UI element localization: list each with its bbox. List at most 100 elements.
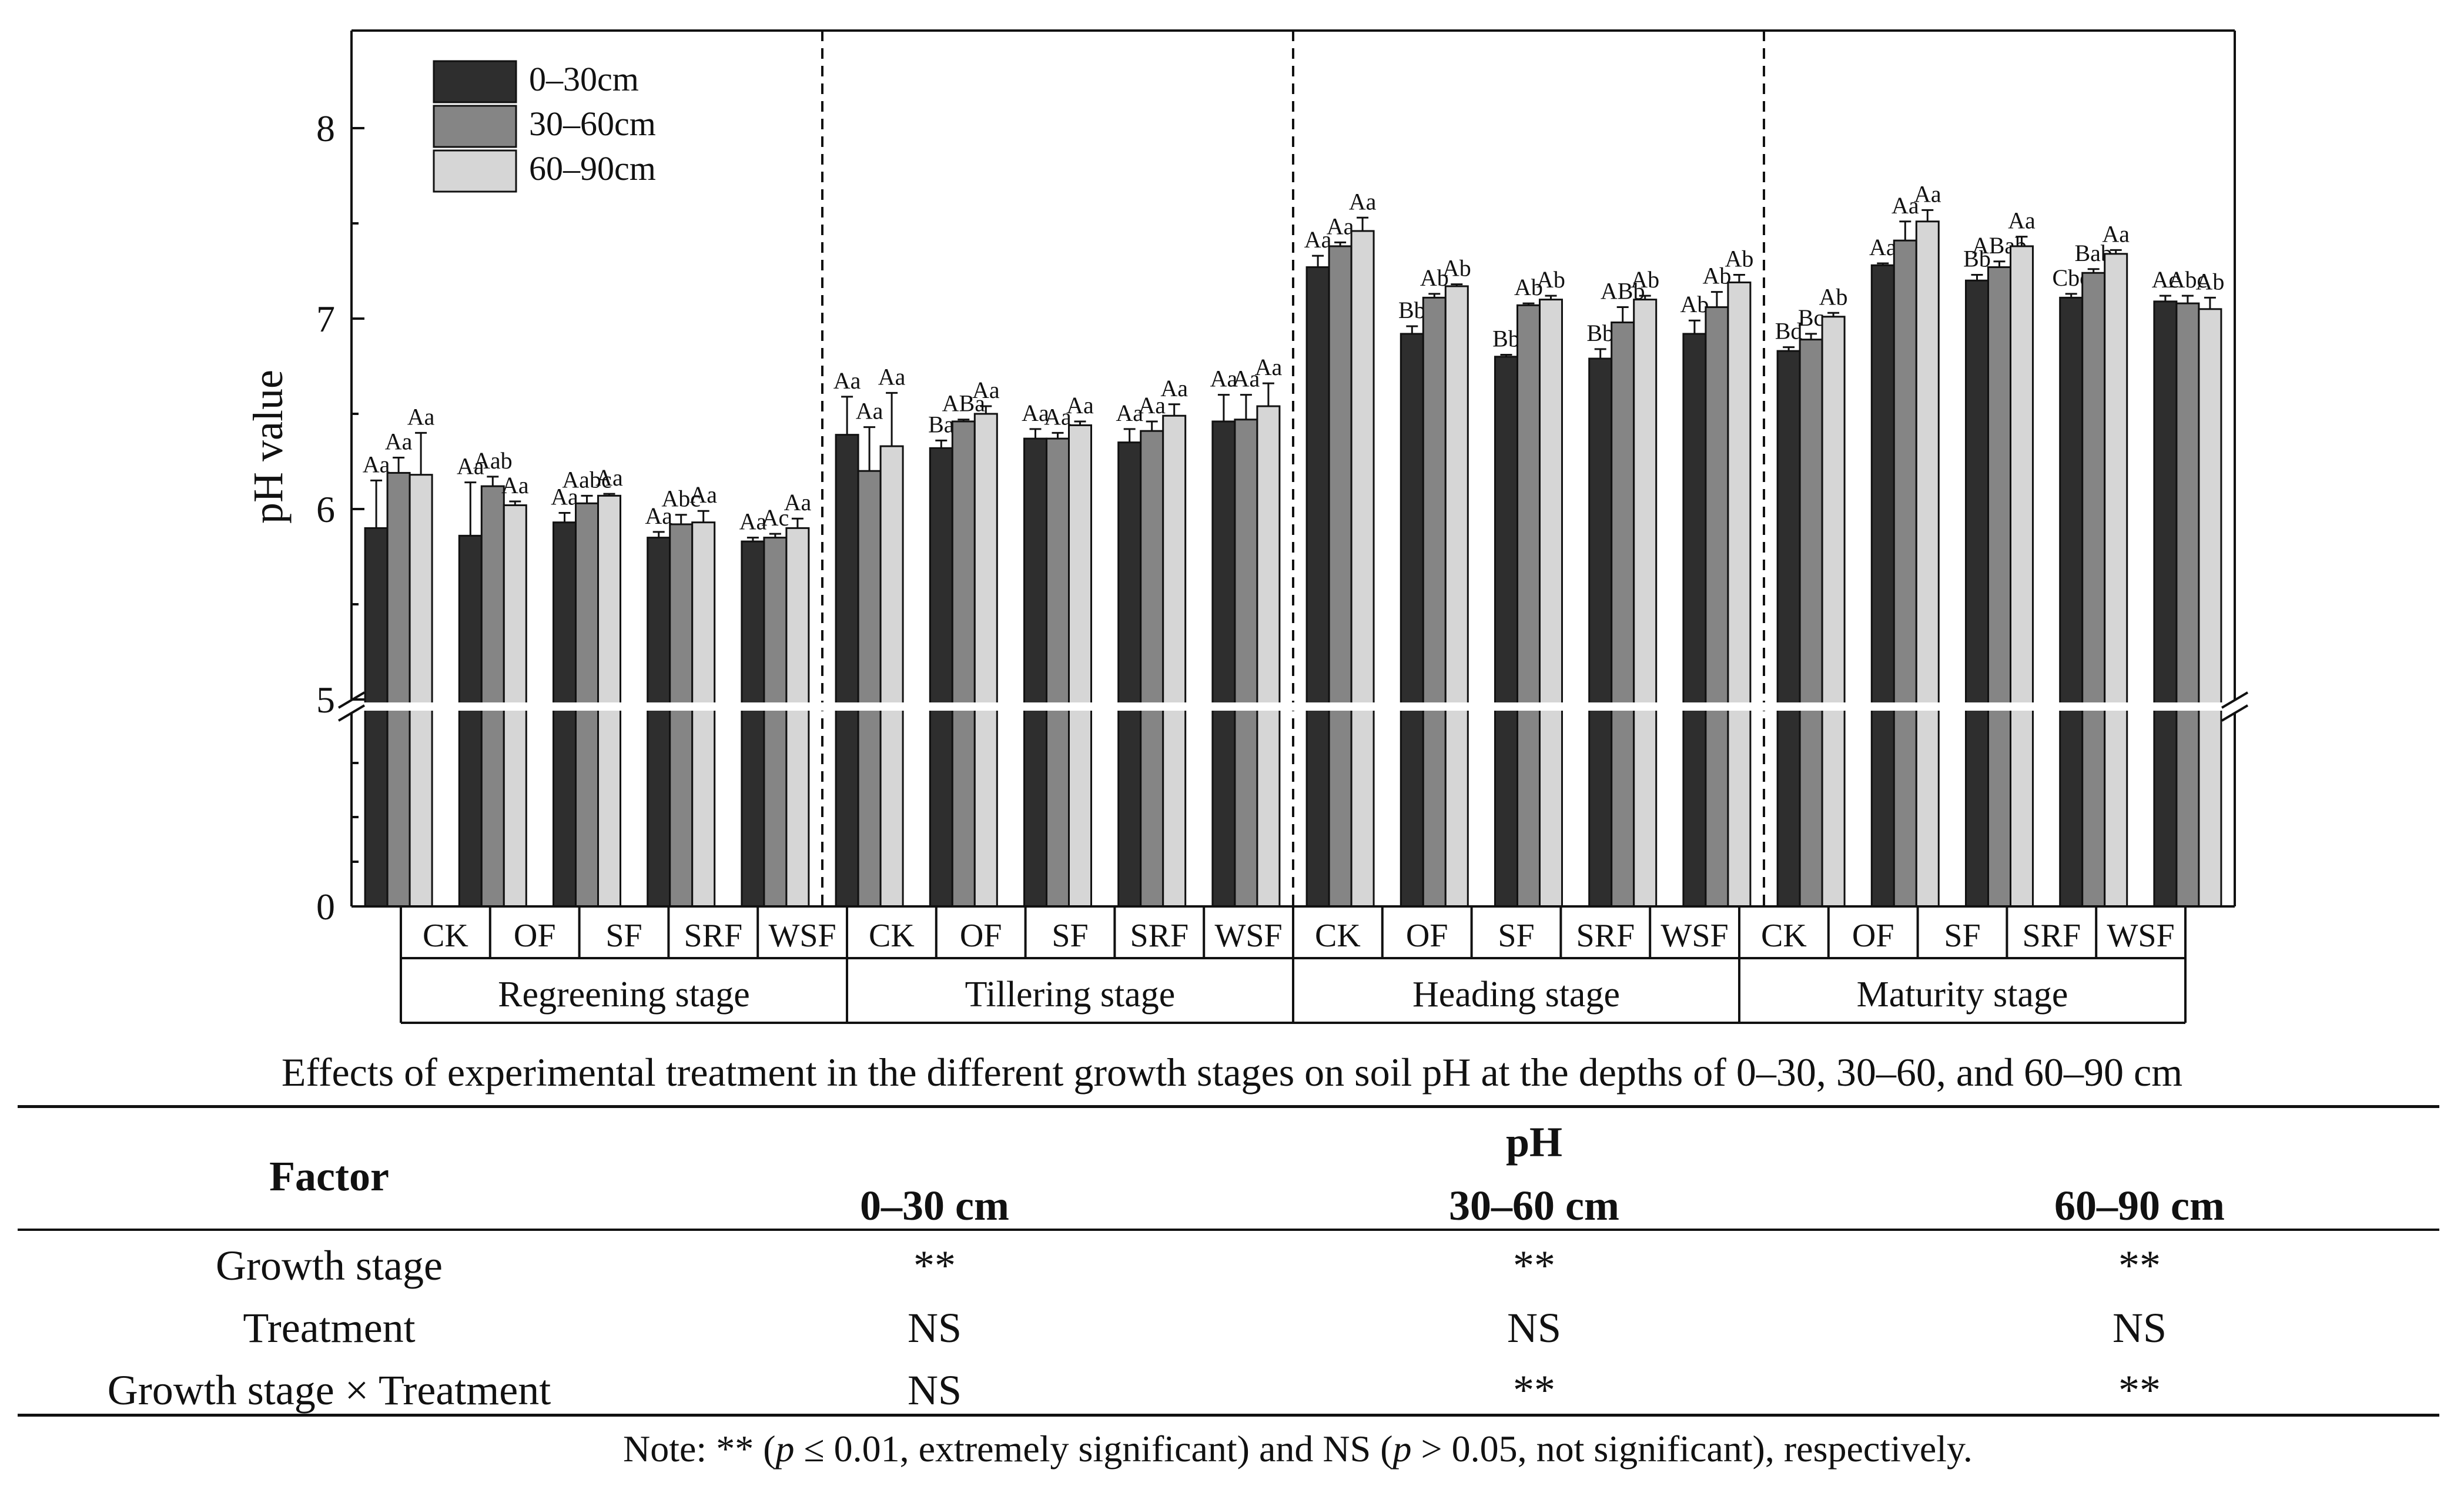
bar-heading-ck-d2 [1328,245,1352,908]
bar-maturity-of-d2-sig-label: Aa [1891,192,1919,219]
bar-tillering-wsf-d2-sig-label: Aa [1233,366,1260,392]
bar-heading-wsf-d3-sig-label: Ab [1725,245,1753,272]
bar-regreening-wsf-d2 [763,537,788,908]
bar-tillering-of-d3 [973,413,998,908]
legend-swatch-1 [433,60,517,103]
cell-growth-stage-30-60: ** [1513,1242,1555,1289]
bar-regreening-srf-d1-sig-label: Aa [645,503,672,529]
bar-maturity-wsf-d2 [2175,302,2200,908]
treatment-label-regreening-srf: SRF [684,918,742,954]
axis-break-mark-left-b [337,704,366,722]
bar-tillering-sf-d3-sig-label: Aa [1066,392,1094,419]
cell-growth-stage-60-90: ** [2118,1242,2161,1289]
bar-regreening-srf-d3 [691,521,716,908]
bar-regreening-of-d2 [480,485,505,908]
table-top-rule [18,1105,2439,1108]
bar-regreening-sf-d1-sig-label: Aa [551,483,578,510]
bar-tillering-ck-d2 [857,470,882,908]
bar-maturity-sf-d1-sig-label: Bb [1963,245,1991,272]
treatment-label-tillering-wsf: WSF [1215,918,1283,954]
bar-heading-ck-d3-sig-label: Aa [1349,188,1377,215]
axis-break-gap [353,702,2234,711]
bar-heading-srf-d2 [1611,321,1635,908]
bar-maturity-ck-d3 [1821,316,1846,908]
bar-regreening-wsf-d3-sig-label: Aa [784,489,812,516]
bar-tillering-ck-d1-sig-label: Aa [833,367,861,394]
bar-tillering-ck-d3 [879,445,904,908]
note-mid2: > 0.05, not significant), respectively. [1411,1428,1973,1470]
bar-tillering-sf-d1-sig-label: Aa [1022,400,1049,426]
treatment-label-heading-sf: SF [1498,918,1534,954]
bar-tillering-sf-d2-sig-label: Aa [1044,403,1072,430]
treatment-label-heading-wsf: WSF [1661,918,1729,954]
cell-interaction-0-30: NS [907,1367,962,1414]
treatment-label-maturity-sf: SF [1944,918,1980,954]
bar-maturity-ck-d2-sig-label: Bc [1798,304,1824,331]
depth-header-60-90: 60–90 cm [2054,1182,2225,1229]
bar-maturity-ck-d1-sig-label: Bd [1775,318,1803,344]
bar-maturity-wsf-d2-sig-label: Abc [2168,266,2208,293]
bar-maturity-srf-d1 [2059,296,2084,908]
row-factor-treatment: Treatment [243,1304,416,1351]
note-prefix: Note: ** ( [623,1428,776,1470]
treatment-label-maturity-srf: SRF [2022,918,2081,954]
treatment-label-regreening-of: OF [514,918,556,954]
bar-heading-sf-d3 [1539,299,1563,908]
cell-interaction-60-90: ** [2118,1367,2161,1414]
bar-maturity-sf-d1 [1965,279,1989,908]
bar-maturity-srf-d2 [2081,272,2106,908]
treatment-label-heading-srf: SRF [1576,918,1635,954]
stage-label-maturity: Maturity stage [1857,975,2068,1015]
bar-tillering-srf-d1-sig-label: Aa [1116,400,1143,426]
bar-heading-ck-d3 [1350,230,1375,908]
treatment-label-regreening-wsf: WSF [769,918,836,954]
bar-regreening-sf-d1 [553,521,577,908]
treatment-label-maturity-wsf: WSF [2107,918,2175,954]
bar-heading-of-d1 [1400,333,1424,908]
y-tick-label-7: 7 [316,298,335,340]
bar-heading-srf-d1 [1588,357,1613,908]
treatment-label-maturity-of: OF [1852,918,1894,954]
bar-maturity-sf-d3-sig-label: Aa [2008,207,2036,234]
bar-maturity-srf-d3-sig-label: Aa [2102,220,2130,247]
bar-tillering-of-d2 [951,420,976,908]
stage-label-regreening: Regreening stage [498,975,750,1015]
bar-regreening-of-d1-sig-label: Aa [457,453,484,480]
bar-heading-wsf-d2 [1705,306,1729,908]
bar-heading-srf-d3-sig-label: Ab [1631,266,1659,293]
bar-maturity-of-d1-sig-label: Aa [1869,234,1897,260]
bar-maturity-srf-d3 [2104,253,2128,908]
bar-tillering-wsf-d1 [1211,420,1236,908]
bar-regreening-srf-d2 [669,523,694,908]
y-tick-label-6: 6 [316,488,335,530]
treatment-label-regreening-ck: CK [423,918,468,954]
table-header-rule [18,1229,2439,1231]
treatment-label-tillering-of: OF [960,918,1002,954]
bar-regreening-srf-d3-sig-label: Aa [689,481,717,508]
bar-maturity-wsf-d1-sig-label: Ac [2152,266,2180,293]
bar-maturity-of-d3 [1915,220,1940,908]
bar-maturity-ck-d1 [1776,350,1801,908]
bar-regreening-of-d1 [458,534,483,908]
bar-regreening-ck-d3 [409,474,433,908]
treatment-label-heading-ck: CK [1315,918,1361,954]
table-note: Note: ** (p ≤ 0.01, extremely significan… [623,1427,1973,1471]
stage-label-tillering: Tillering stage [965,975,1176,1015]
y-tick-label-8: 8 [316,108,335,149]
axis-break-mark-right-b [2221,704,2249,722]
bar-regreening-of-d3-sig-label: Aa [501,472,529,498]
bar-regreening-of-d2-sig-label: Aab [473,447,513,474]
note-p2: p [1392,1428,1412,1470]
bar-heading-srf-d1-sig-label: Bb [1586,320,1614,346]
bar-heading-of-d2 [1422,296,1447,908]
bar-tillering-of-d1-sig-label: Ba [928,411,955,437]
bar-heading-ck-d2-sig-label: Aa [1327,213,1354,239]
bar-regreening-wsf-d3 [785,527,810,908]
treatment-label-maturity-ck: CK [1761,918,1807,954]
cell-treatment-0-30: NS [907,1304,962,1351]
bar-maturity-sf-d3 [2010,245,2034,908]
row-factor-growth-stage: Growth stage [216,1242,443,1289]
bar-tillering-of-d3-sig-label: Aa [972,377,1000,403]
bar-tillering-wsf-d1-sig-label: Aa [1210,366,1238,392]
